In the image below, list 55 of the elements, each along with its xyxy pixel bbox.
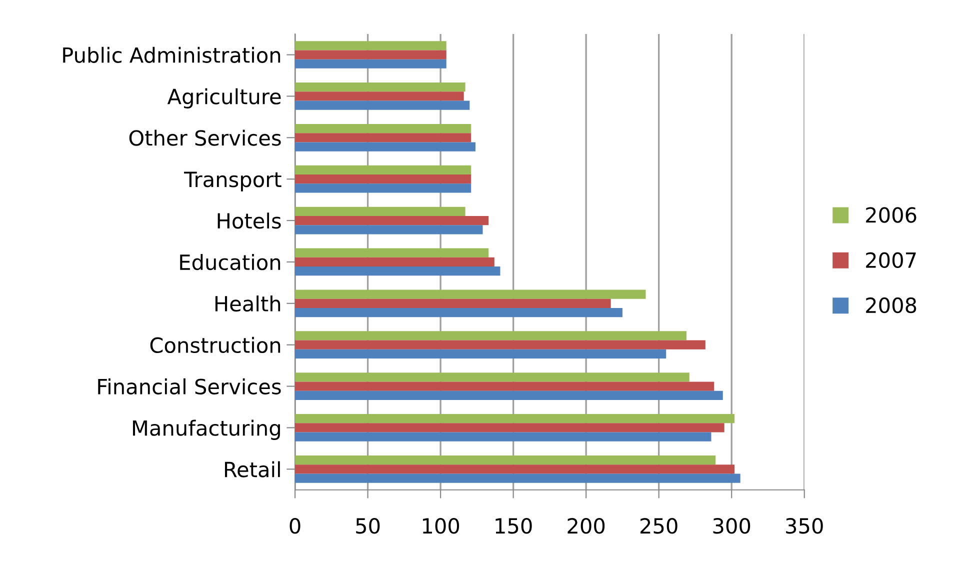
bar: [295, 390, 723, 400]
y-tick-label: Construction: [150, 336, 280, 354]
legend-label: 2008: [866, 297, 916, 314]
bar: [295, 82, 466, 92]
bar: [295, 290, 646, 299]
bar: [295, 184, 472, 193]
bar: [295, 432, 712, 442]
bar: [295, 165, 472, 175]
bar: [295, 225, 483, 234]
bar: [295, 248, 489, 258]
x-tick-label: 0: [290, 518, 300, 534]
bar: [295, 464, 735, 474]
x-tick-label: 100: [422, 518, 460, 534]
x-tick-label: 150: [496, 518, 532, 534]
y-tick-label: Other Services: [129, 130, 281, 146]
bar: [295, 474, 740, 483]
bar: [295, 455, 716, 465]
bar: [295, 216, 489, 226]
bar: [295, 142, 476, 152]
bar: [295, 206, 466, 216]
y-tick-label: Retail: [225, 461, 280, 478]
bar: [295, 298, 611, 308]
bar: [295, 423, 724, 432]
y-tick-label: Agriculture: [167, 88, 281, 108]
legend-label: 2006: [866, 207, 916, 223]
bar: [295, 50, 446, 60]
bar: [295, 257, 494, 267]
y-tick-label: Health: [215, 295, 280, 312]
bar: [295, 174, 472, 184]
bar: [295, 124, 472, 134]
bar: [295, 92, 464, 101]
bar: [295, 100, 470, 110]
bar: [295, 340, 706, 350]
y-tick-label: Public Administration: [63, 46, 280, 63]
y-tick-label: Transport: [184, 172, 282, 192]
y-tick-label: Hotels: [218, 212, 281, 229]
bar: [295, 349, 666, 359]
y-tick-label: Financial Services: [98, 378, 281, 394]
bar: [295, 133, 472, 142]
bar: [295, 59, 446, 68]
bar: [295, 308, 622, 318]
x-tick-label: 300: [713, 518, 750, 534]
y-tick-label: Education: [180, 254, 280, 270]
bar: [295, 414, 735, 424]
bar: [295, 382, 714, 391]
bar: [295, 331, 686, 340]
bar: [295, 372, 690, 382]
x-tick-label: 250: [640, 518, 678, 534]
x-tick-label: 50: [356, 518, 380, 534]
y-tick-label: Manufacturing: [133, 420, 280, 440]
legend-label: 2007: [866, 252, 916, 268]
bar: [295, 266, 500, 276]
x-tick-label: 200: [568, 518, 605, 534]
bar: [295, 41, 446, 50]
x-tick-label: 350: [786, 518, 823, 534]
